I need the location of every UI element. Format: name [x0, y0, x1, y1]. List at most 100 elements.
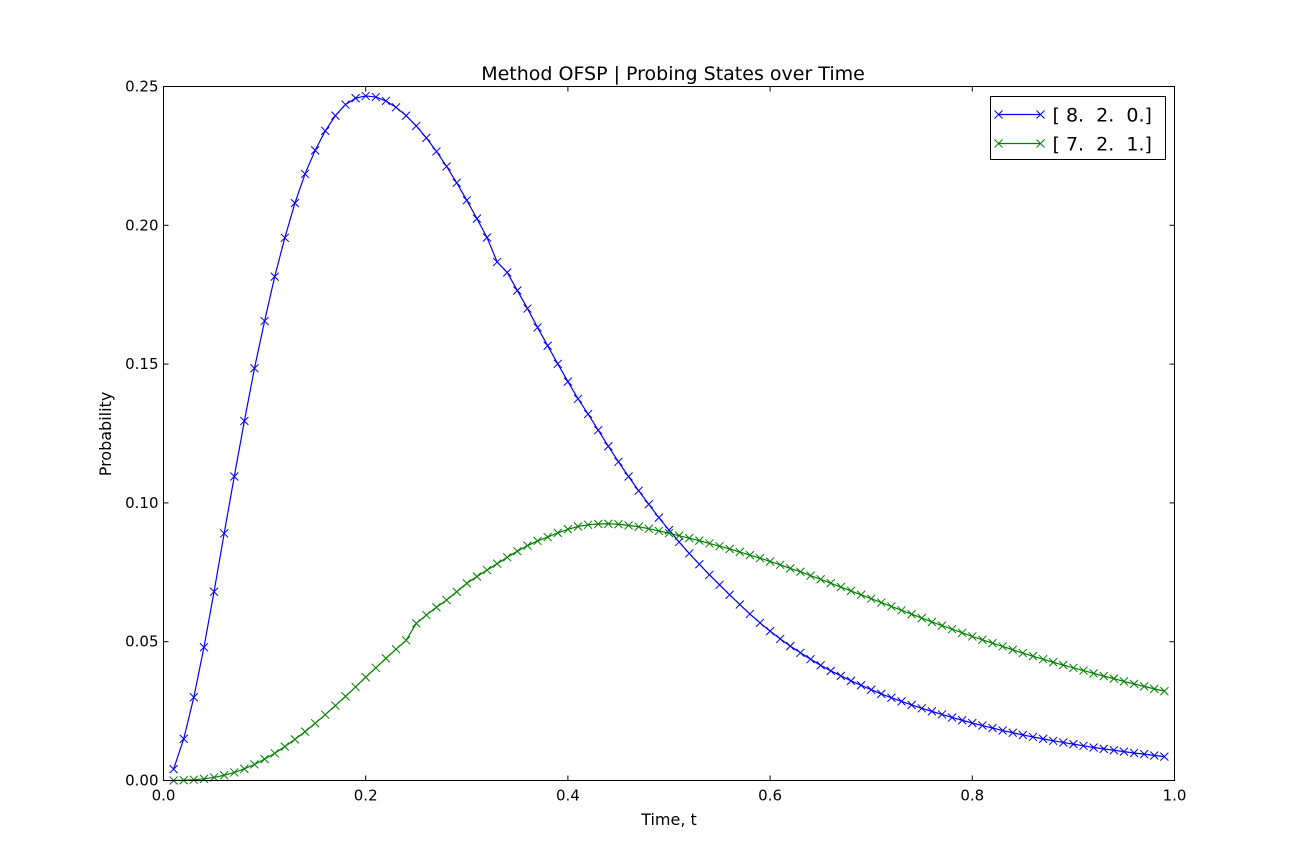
data-point: [725, 590, 735, 600]
legend-box: [990, 96, 1166, 160]
data-point: [240, 764, 249, 774]
data-point: [583, 520, 593, 530]
data-point: [1079, 666, 1088, 675]
data-point: [887, 693, 896, 703]
data-point: [411, 619, 421, 628]
data-point: [715, 541, 724, 551]
legend-entry-0: [ 8. 2. 0.]: [994, 105, 1152, 127]
y-tick-label: 0.05: [125, 633, 158, 651]
data-point: [189, 692, 199, 702]
data-point: [462, 195, 472, 205]
x-tick-label: 0.6: [758, 787, 782, 805]
legend-label: [ 7. 2. 1.]: [1053, 134, 1152, 156]
legend: [ 8. 2. 0.] [ 7. 2. 1.]: [990, 96, 1166, 160]
legend-marker: [994, 139, 1045, 148]
data-point: [341, 100, 350, 109]
data-point: [1028, 651, 1038, 661]
data-point: [644, 499, 654, 509]
data-point: [988, 638, 997, 648]
data-point: [371, 92, 381, 102]
y-axis-label: Probability: [96, 392, 115, 477]
data-point: [694, 559, 704, 569]
data-point: [189, 775, 199, 785]
data-point: [1139, 749, 1149, 759]
data-point: [1038, 654, 1048, 664]
data-point: [1069, 663, 1078, 673]
data-point: [553, 359, 563, 369]
data-point: [240, 416, 249, 426]
data-point: [320, 126, 330, 136]
data-point: [1028, 732, 1038, 742]
data-point: [1008, 728, 1018, 738]
data-point: [432, 147, 441, 156]
data-point: [593, 425, 603, 435]
data-point: [462, 579, 472, 588]
data-point: [270, 748, 280, 758]
data-point: [199, 642, 209, 652]
data-point: [907, 609, 916, 619]
data-point: [967, 632, 977, 641]
data-point: [229, 768, 239, 777]
data-point: [796, 648, 805, 658]
data-point: [502, 552, 512, 562]
legend-label: [ 8. 2. 0.]: [1053, 105, 1152, 127]
data-point: [796, 567, 805, 577]
data-point: [1109, 674, 1119, 683]
data-point: [1089, 743, 1098, 752]
data-point: [927, 617, 937, 627]
data-point: [614, 457, 623, 467]
data-point: [755, 618, 765, 628]
data-point: [442, 595, 451, 605]
data-point: [361, 672, 371, 682]
data-point: [492, 559, 502, 569]
data-point: [654, 513, 664, 522]
data-point: [785, 564, 795, 573]
data-point: [1149, 751, 1159, 760]
x-tick-label: 1.0: [1163, 787, 1187, 805]
data-point: [775, 560, 785, 570]
data-point: [1089, 668, 1098, 678]
x-tick-label: 0.8: [960, 787, 984, 805]
data-point: [361, 91, 371, 101]
data-point: [1129, 679, 1139, 689]
data-point: [806, 571, 815, 580]
x-tick-label: 0.4: [556, 787, 580, 805]
data-point: [543, 341, 553, 351]
axis-ticks: 0.0 0.2 0.4 0.6 0.8 1.0 0.00 0.05 0.10 0.15 0.20 0.…: [125, 78, 1186, 805]
data-point: [1018, 730, 1028, 740]
y-tick-label: 0.10: [125, 494, 158, 512]
data-point: [745, 609, 755, 619]
data-point: [947, 713, 957, 722]
data-point: [694, 536, 704, 546]
data-point: [290, 198, 300, 208]
data-point: [411, 121, 421, 131]
data-point: [684, 549, 694, 558]
data-point: [1058, 738, 1068, 747]
data-point: [452, 587, 462, 597]
data-point: [957, 628, 967, 638]
data-point: [826, 578, 836, 588]
data-point: [229, 472, 239, 481]
data-point: [280, 742, 290, 751]
data-point: [603, 519, 613, 529]
y-tick-label: 0.25: [125, 78, 158, 96]
data-point: [725, 544, 735, 554]
data-point: [199, 774, 209, 784]
data-point: [300, 727, 310, 736]
data-point: [1038, 734, 1048, 744]
data-point: [250, 760, 259, 769]
data-point: [664, 528, 674, 538]
data-point: [482, 565, 492, 575]
data-point: [563, 377, 573, 386]
data-point: [593, 519, 603, 529]
data-point: [917, 613, 927, 623]
data-point: [351, 682, 360, 692]
data-point: [472, 572, 482, 581]
x-tick-label: 0.2: [354, 787, 378, 805]
plot-frame: [163, 86, 1175, 781]
legend-entry-1: [ 7. 2. 1.]: [994, 134, 1152, 156]
data-point: [897, 605, 906, 615]
data-point: [1048, 736, 1058, 746]
data-point: [1129, 748, 1139, 758]
data-point: [1079, 741, 1088, 751]
